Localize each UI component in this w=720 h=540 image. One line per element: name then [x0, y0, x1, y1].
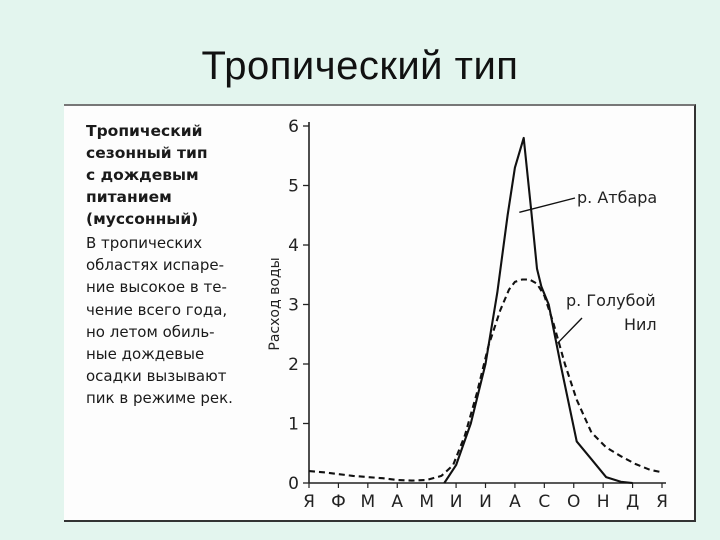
- figure-caption: Тропический сезонный тип с дождевым пита…: [86, 120, 248, 410]
- caption-heading: Тропический сезонный тип с дождевым пита…: [86, 122, 208, 228]
- series-line-blue-nile: [308, 278, 663, 482]
- chart-axes: [308, 122, 666, 484]
- blue-nile-leader-line: [557, 317, 583, 344]
- x-tick-label: О: [567, 492, 580, 512]
- figure-panel: [64, 104, 696, 522]
- y-tick-label: 5: [288, 177, 299, 197]
- x-tick-label: С: [538, 492, 550, 512]
- x-tick-label: А: [509, 492, 521, 512]
- x-tick-label: Я: [656, 492, 668, 512]
- x-tick-label: М: [360, 492, 375, 512]
- y-axis-label: Расход воды: [267, 257, 283, 350]
- blue-nile-label-line2: Нил: [624, 315, 657, 334]
- x-tick-label: И: [479, 492, 492, 512]
- y-tick-label: 1: [288, 415, 299, 435]
- y-tick-label: 2: [288, 355, 299, 375]
- y-tick-label: 4: [288, 236, 299, 256]
- x-tick-label: Ф: [331, 492, 346, 512]
- y-tick-label: 0: [288, 474, 299, 494]
- annotation-layer: р. Атбара р. Голубой Нил: [519, 188, 657, 344]
- x-tick-label: А: [391, 492, 403, 512]
- atbara-leader-line: [519, 197, 576, 213]
- y-ticks: 0 1 2 3 4 5 6: [288, 117, 309, 494]
- series-layer: [308, 136, 663, 485]
- x-tick-label: Н: [597, 492, 610, 512]
- series-line-atbara: [443, 136, 633, 485]
- y-tick-label: 6: [288, 117, 299, 137]
- x-tick-label: И: [450, 492, 463, 512]
- y-tick-label: 3: [288, 296, 299, 316]
- caption-body: В тропических областях испаре- ние высок…: [86, 234, 233, 408]
- slide-title: Тропический тип: [201, 44, 519, 88]
- x-tick-label: Я: [303, 492, 315, 512]
- atbara-label: р. Атбара: [577, 188, 657, 207]
- x-tick-label: М: [419, 492, 434, 512]
- x-tick-label: Д: [626, 492, 639, 512]
- blue-nile-label-line1: р. Голубой: [566, 291, 656, 310]
